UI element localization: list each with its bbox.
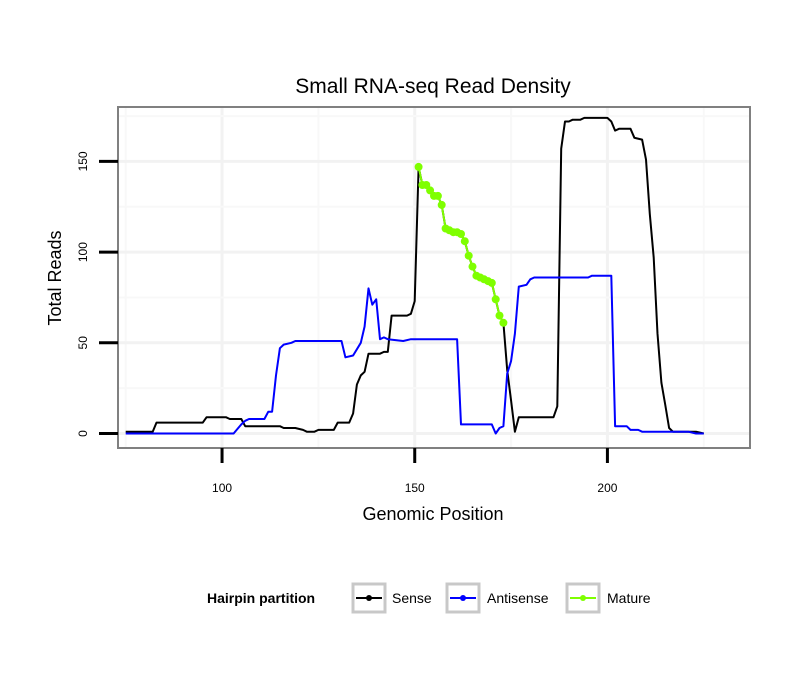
point-mature	[437, 200, 446, 209]
legend-entry-mature: Mature	[565, 582, 651, 614]
point-mature	[495, 311, 504, 320]
y-tick-label: 0	[76, 430, 90, 437]
legend-entry-sense: Sense	[351, 582, 432, 614]
plot-area	[117, 106, 751, 449]
point-mature	[468, 262, 477, 271]
y-axis-title: Total Reads	[45, 230, 65, 325]
point-mature	[457, 230, 465, 238]
y-tick-label: 150	[76, 151, 90, 171]
axes: 100 150 200 0 50 100 150	[76, 151, 618, 495]
legend-label-mature: Mature	[607, 590, 651, 606]
point-mature	[414, 162, 423, 171]
point-mature	[460, 237, 469, 246]
point-mature	[491, 295, 500, 304]
legend-marker-mature	[580, 595, 586, 601]
x-tick-label: 100	[212, 481, 232, 495]
legend-marker-antisense	[460, 595, 466, 601]
series-line-antisense	[125, 274, 704, 435]
point-mature	[487, 278, 496, 287]
chart-title: Small RNA-seq Read Density	[295, 75, 571, 98]
point-mature	[433, 191, 442, 200]
y-tick-label: 100	[76, 242, 90, 262]
x-tick-label: 150	[405, 481, 425, 495]
point-mature	[464, 251, 473, 260]
legend-label-sense: Sense	[392, 590, 432, 606]
legend-marker-sense	[366, 595, 372, 601]
legend-entry-antisense: Antisense	[445, 582, 549, 614]
x-tick-label: 200	[597, 481, 617, 495]
legend-title: Hairpin partition	[207, 590, 315, 606]
y-tick-label: 50	[76, 336, 90, 350]
panel-border	[117, 106, 751, 449]
point-mature	[499, 318, 508, 327]
x-axis-title: Genomic Position	[362, 504, 503, 524]
series-lines	[125, 116, 705, 435]
legend-label-antisense: Antisense	[487, 590, 549, 606]
legend: Hairpin partition Sense Antisense Mature	[207, 582, 651, 614]
